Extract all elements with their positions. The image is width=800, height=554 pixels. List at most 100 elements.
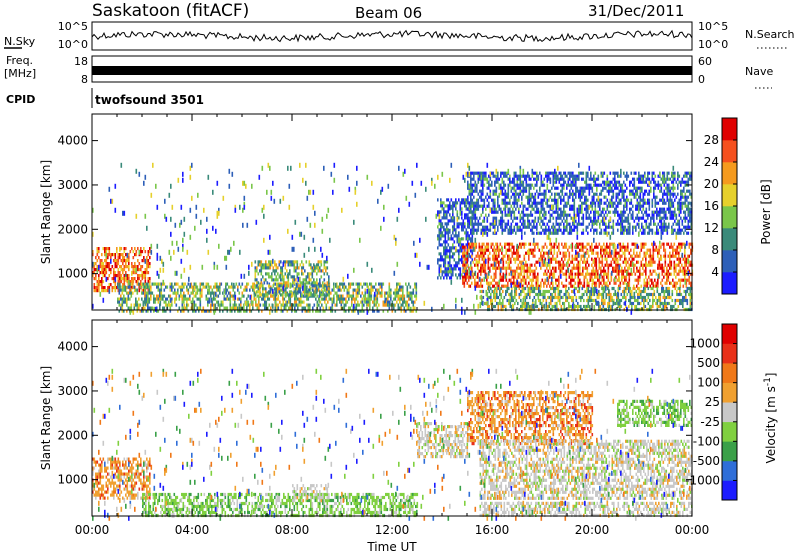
data-cell: [477, 281, 479, 285]
data-cell: [676, 257, 679, 261]
data-cell: [666, 272, 668, 276]
data-cell: [370, 288, 373, 292]
data-cell: [597, 174, 600, 178]
data-cell: [633, 195, 636, 199]
data-cell: [569, 177, 571, 181]
data-cell: [576, 174, 579, 178]
data-cell: [495, 174, 498, 178]
data-cell: [234, 291, 236, 295]
data-cell: [308, 275, 311, 279]
data-cell: [447, 273, 450, 277]
data-cell: [498, 248, 500, 252]
data-cell: [675, 263, 677, 267]
data-cell: [561, 186, 564, 190]
data-cell: [567, 248, 569, 252]
data-cell: [195, 309, 197, 313]
data-cell: [502, 260, 505, 264]
data-cell: [275, 287, 278, 291]
data-cell: [511, 245, 514, 249]
data-cell: [616, 278, 619, 282]
data-cell: [140, 283, 142, 287]
data-cell: [633, 225, 636, 229]
data-cell: [510, 266, 512, 270]
data-cell: [98, 289, 100, 293]
data-cell: [257, 272, 260, 276]
data-cell: [492, 216, 495, 220]
data-cell: [675, 281, 677, 285]
data-cell: [95, 277, 97, 281]
data-cell: [154, 300, 157, 304]
data-cell: [265, 272, 267, 276]
data-cell: [487, 248, 490, 252]
data-cell: [571, 278, 574, 282]
data-cell: [652, 257, 655, 261]
data-cell: [607, 284, 610, 288]
data-cell: [501, 251, 503, 255]
data-cell: [647, 201, 649, 205]
data-cell: [633, 266, 635, 270]
data-cell: [662, 207, 664, 211]
data-cell: [590, 228, 592, 232]
data-cell: [459, 201, 462, 205]
data-cell: [632, 177, 634, 181]
data-cell: [467, 255, 469, 259]
data-cell: [529, 284, 532, 288]
data-cell: [663, 171, 666, 175]
data-cell: [638, 180, 640, 184]
data-cell: [465, 272, 467, 276]
data-cell: [315, 297, 317, 301]
data-cell: [360, 309, 362, 313]
data-cell: [649, 248, 652, 252]
data-cell: [455, 207, 457, 211]
data-cell: [523, 269, 526, 273]
data-cell: [294, 303, 296, 307]
data-cell: [649, 254, 652, 258]
data-cell: [222, 303, 224, 307]
data-cell: [566, 183, 568, 187]
data-cell: [598, 284, 601, 288]
data-cell: [390, 288, 392, 292]
data-cell: [229, 285, 232, 289]
data-cell: [513, 213, 516, 217]
data-cell: [225, 306, 227, 310]
data-cell: [474, 257, 476, 261]
data-cell: [476, 171, 478, 175]
data-cell: [519, 275, 521, 279]
data-cell: [564, 245, 566, 249]
data-cell: [615, 180, 618, 184]
data-cell: [154, 297, 157, 301]
data-cell: [119, 265, 121, 269]
data-cell: [324, 282, 326, 286]
data-cell: [99, 280, 102, 284]
data-cell: [524, 213, 526, 217]
data-cell: [663, 222, 666, 226]
data-cell: [558, 228, 561, 232]
data-cell: [501, 278, 503, 282]
data-cell: [626, 216, 628, 220]
data-cell: [441, 270, 444, 274]
data-cell: [357, 300, 359, 304]
data-cell: [276, 309, 278, 313]
data-cell: [487, 275, 490, 279]
data-cell: [513, 177, 516, 181]
data-cell: [309, 291, 311, 295]
data-cell: [520, 260, 523, 264]
data-cell: [281, 284, 284, 288]
data-cell: [295, 266, 297, 270]
data-cell: [463, 254, 466, 258]
data-cell: [570, 269, 572, 273]
data-cell: [285, 300, 287, 304]
data-cell: [147, 289, 150, 293]
data-cell: [263, 287, 266, 291]
data-cell: [116, 286, 118, 290]
data-cell: [369, 282, 371, 286]
data-cell: [508, 260, 511, 264]
data-cell: [517, 254, 520, 258]
data-cell: [355, 282, 358, 286]
data-cell: [505, 242, 508, 246]
data-cell: [302, 278, 305, 282]
data-cell: [184, 294, 187, 298]
data-cell: [481, 248, 484, 252]
data-cell: [319, 278, 321, 282]
data-cell: [611, 198, 613, 202]
